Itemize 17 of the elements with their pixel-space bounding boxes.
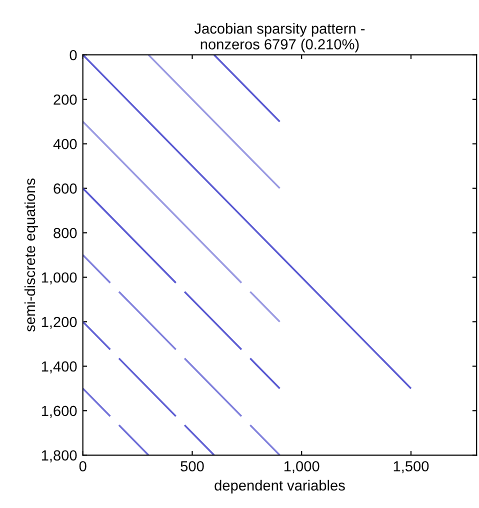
y-tick-label: 400 bbox=[53, 138, 77, 150]
chart-title: Jacobian sparsity pattern - nonzeros 6797 (0.210%) bbox=[194, 23, 365, 52]
y-axis-title: semi-discrete equations bbox=[24, 178, 38, 332]
y-tick-label: 1,400 bbox=[42, 361, 77, 374]
x-tick-label: 1,500 bbox=[394, 461, 429, 474]
y-tick-label: 1,200 bbox=[42, 316, 77, 329]
x-axis-title: dependent variables bbox=[214, 480, 345, 494]
x-tick-label: 0 bbox=[79, 461, 86, 472]
y-tick-label: 1,600 bbox=[42, 406, 77, 418]
y-tick-label: 1,000 bbox=[42, 272, 77, 284]
x-tick-label: 500 bbox=[180, 461, 204, 472]
y-tick-label: 800 bbox=[54, 228, 77, 238]
x-tick-label: 1,000 bbox=[284, 461, 320, 474]
y-tick-label: 0 bbox=[70, 50, 77, 60]
y-tick-label: 200 bbox=[54, 94, 77, 105]
y-tick-label: 600 bbox=[54, 183, 77, 194]
y-tick-label: 1,800 bbox=[42, 450, 77, 462]
